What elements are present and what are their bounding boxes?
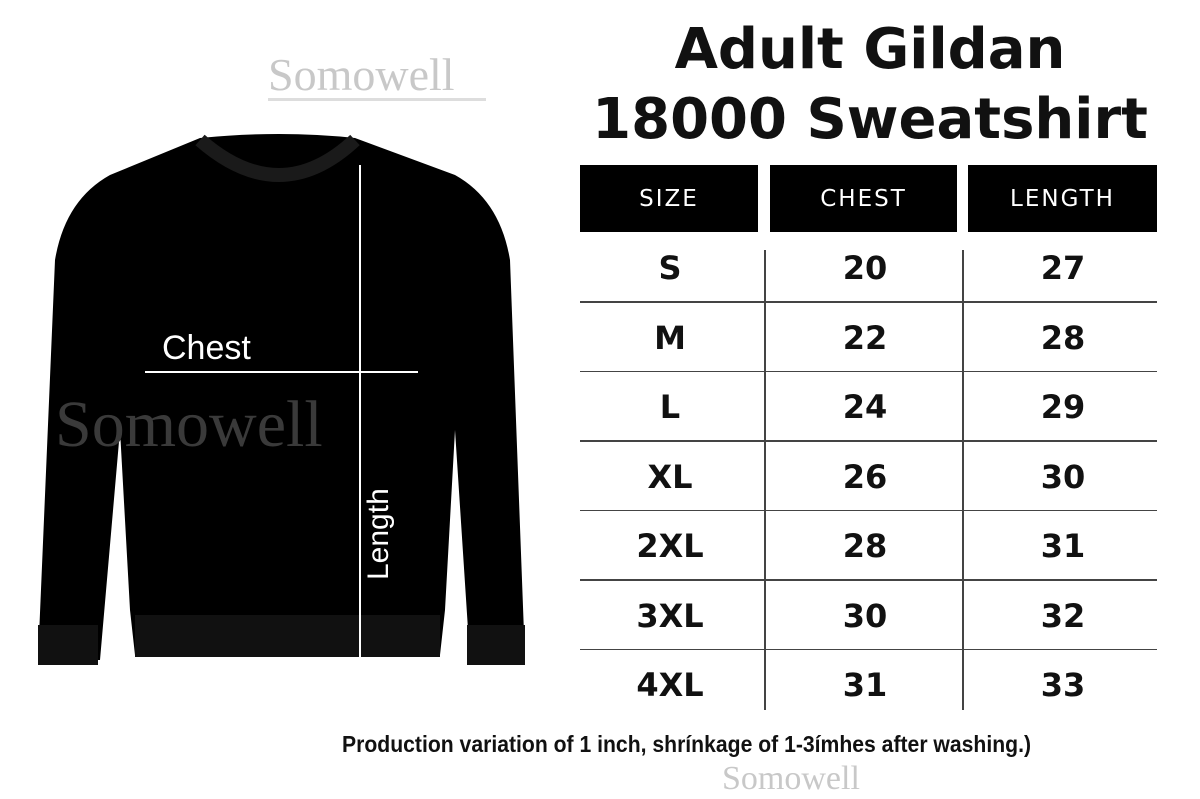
row-divider (580, 370, 1157, 372)
chest-cell: 24 (842, 388, 888, 426)
size-cell: XL (647, 457, 693, 496)
sweatshirt-illustration (38, 134, 525, 680)
size-cell: 4XL (636, 666, 704, 704)
column-divider (962, 250, 964, 710)
header-size: SIZE (580, 165, 758, 232)
size-cell: M (654, 318, 686, 357)
length-cell: 33 (1040, 666, 1086, 704)
length-cell: 32 (1040, 596, 1086, 635)
length-label: Length (362, 488, 395, 580)
size-cell: 3XL (636, 596, 704, 635)
row-divider (580, 301, 1157, 303)
header-chest: CHEST (770, 165, 957, 232)
page-title-line2: 18000 Sweatshirt (592, 87, 1148, 152)
chest-cell: 28 (842, 527, 888, 565)
length-cell: 31 (1040, 527, 1086, 565)
right-cuff (467, 625, 525, 665)
sweatshirt-body (38, 134, 525, 660)
watermark-bottom: Somowell (722, 760, 860, 797)
size-cell: 2XL (636, 527, 704, 565)
footnote: Production variation of 1 inch, shrínkag… (342, 731, 1032, 757)
row-divider (580, 579, 1157, 581)
size-cell: L (659, 388, 681, 426)
chest-cell: 26 (842, 457, 888, 496)
chest-cell: 22 (842, 318, 888, 357)
row-divider (580, 648, 1157, 650)
row-divider (580, 509, 1157, 511)
chest-cell: 20 (842, 249, 888, 287)
chest-label: Chest (162, 329, 251, 367)
column-divider (764, 250, 766, 710)
chest-cell: 31 (842, 666, 888, 704)
header-length: LENGTH (968, 165, 1157, 232)
collar (195, 134, 360, 182)
length-cell: 30 (1040, 457, 1086, 496)
page-title-line1: Adult Gildan (674, 17, 1066, 82)
row-divider (580, 440, 1157, 442)
watermark-underline (268, 98, 486, 101)
waistband (135, 615, 440, 657)
watermark-center: Somowell (55, 388, 323, 461)
length-cell: 28 (1040, 318, 1086, 357)
length-cell: 29 (1040, 388, 1086, 426)
watermark-top: Somowell (268, 49, 455, 100)
length-cell: 27 (1040, 249, 1086, 287)
chest-cell: 30 (842, 596, 888, 635)
size-cell: S (658, 249, 682, 287)
left-cuff (38, 625, 98, 665)
